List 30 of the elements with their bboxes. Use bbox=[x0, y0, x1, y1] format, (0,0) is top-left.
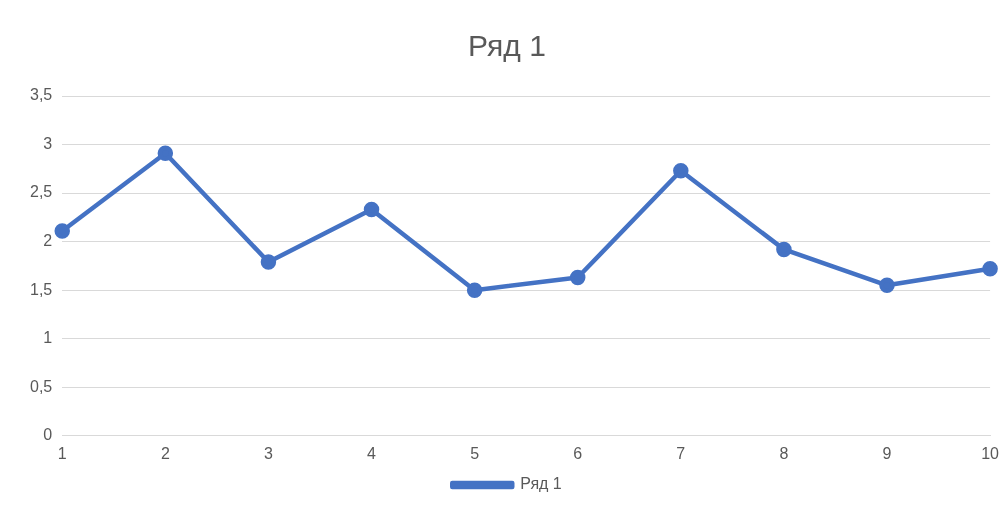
point bbox=[157, 145, 174, 162]
point bbox=[673, 163, 689, 179]
x-tick-label: 7 bbox=[676, 444, 686, 462]
y-tick-label: 1,5 bbox=[29, 280, 53, 298]
point bbox=[54, 223, 70, 239]
point bbox=[879, 277, 895, 294]
x-tick-label: 1 bbox=[57, 444, 67, 462]
point bbox=[466, 282, 483, 298]
point bbox=[363, 201, 380, 218]
chart-title: Ряд 1 bbox=[468, 29, 546, 63]
point bbox=[260, 254, 277, 270]
y-tick-label: 0,5 bbox=[29, 377, 53, 395]
x-tick-label: 8 bbox=[779, 444, 789, 462]
x-tick-label: 2 bbox=[160, 444, 170, 462]
x-tick-label: 6 bbox=[573, 444, 583, 462]
point bbox=[776, 241, 792, 258]
y-tick-label: 2 bbox=[43, 232, 53, 250]
x-tick-label: 10 bbox=[981, 444, 1000, 462]
y-tick-label: 3 bbox=[43, 134, 53, 152]
x-tick-label: 9 bbox=[882, 444, 892, 462]
y-tick-label: 1 bbox=[43, 329, 53, 347]
x-tick-label: 3 bbox=[263, 444, 273, 462]
x-tick-label: 4 bbox=[367, 444, 377, 462]
legend-label: Ряд 1 bbox=[520, 475, 562, 493]
point bbox=[982, 261, 998, 277]
y-tick-label: 0 bbox=[43, 426, 53, 444]
y-tick-label: 3,5 bbox=[29, 86, 53, 104]
x-tick-label: 5 bbox=[470, 444, 480, 462]
y-tick-label: 2,5 bbox=[29, 183, 53, 201]
point bbox=[569, 269, 586, 286]
